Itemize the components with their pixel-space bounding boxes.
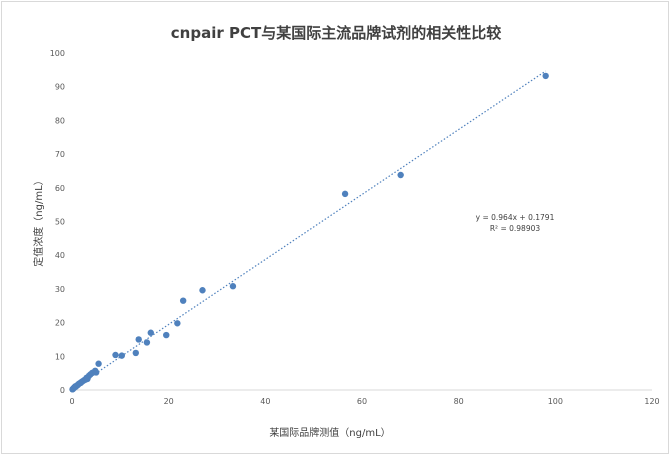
y-tick-label: 80: [55, 116, 65, 125]
x-axis-title: 某国际品牌测值（ng/mL）: [269, 426, 390, 439]
y-tick-label: 0: [60, 386, 65, 395]
data-point: [397, 171, 404, 179]
data-point: [174, 320, 181, 327]
data-point: [135, 336, 142, 343]
x-tick-label: 20: [164, 397, 174, 406]
data-point: [112, 351, 119, 359]
data-point: [341, 190, 349, 198]
data-point: [542, 72, 549, 80]
data-point: [229, 283, 237, 290]
x-tick-label: 120: [644, 397, 659, 406]
x-tick-label: 80: [454, 397, 464, 406]
y-tick-label: 50: [55, 218, 65, 227]
y-tick-label: 30: [55, 285, 65, 294]
trendline-equation: y = 0.964x + 0.1791: [476, 213, 555, 222]
data-point: [92, 369, 100, 376]
y-tick-label: 20: [55, 319, 65, 328]
x-tick-label: 0: [69, 397, 74, 406]
chart-title: cnpair PCT与某国际主流品牌试剂的相关性比较: [170, 24, 502, 42]
y-tick-label: 90: [55, 83, 65, 92]
trendline: [71, 70, 547, 390]
data-point: [95, 360, 102, 367]
trendline-r2: R² = 0.98903: [490, 224, 541, 233]
x-tick-label: 60: [357, 397, 367, 406]
data-point: [118, 352, 125, 359]
y-tick-label: 60: [55, 184, 65, 193]
y-axis-ticks: 0 10 20 30 40 50 60 70 80 90 100: [50, 49, 65, 395]
data-point: [132, 349, 139, 357]
x-tick-label: 100: [548, 397, 563, 406]
y-tick-label: 10: [55, 352, 65, 361]
data-point: [143, 339, 151, 346]
x-tick-label: 40: [260, 397, 270, 406]
y-axis-title: 定值浓度（ng/mL）: [32, 175, 45, 266]
y-tick-label: 100: [50, 49, 65, 58]
x-axis-ticks: 0 20 40 60 80 100 120: [69, 397, 659, 406]
data-point: [147, 329, 154, 336]
data-point: [199, 287, 206, 294]
data-point: [163, 331, 170, 339]
y-tick-label: 70: [55, 150, 65, 159]
y-tick-label: 40: [55, 251, 65, 260]
data-points: [69, 72, 549, 393]
data-point: [179, 297, 187, 304]
